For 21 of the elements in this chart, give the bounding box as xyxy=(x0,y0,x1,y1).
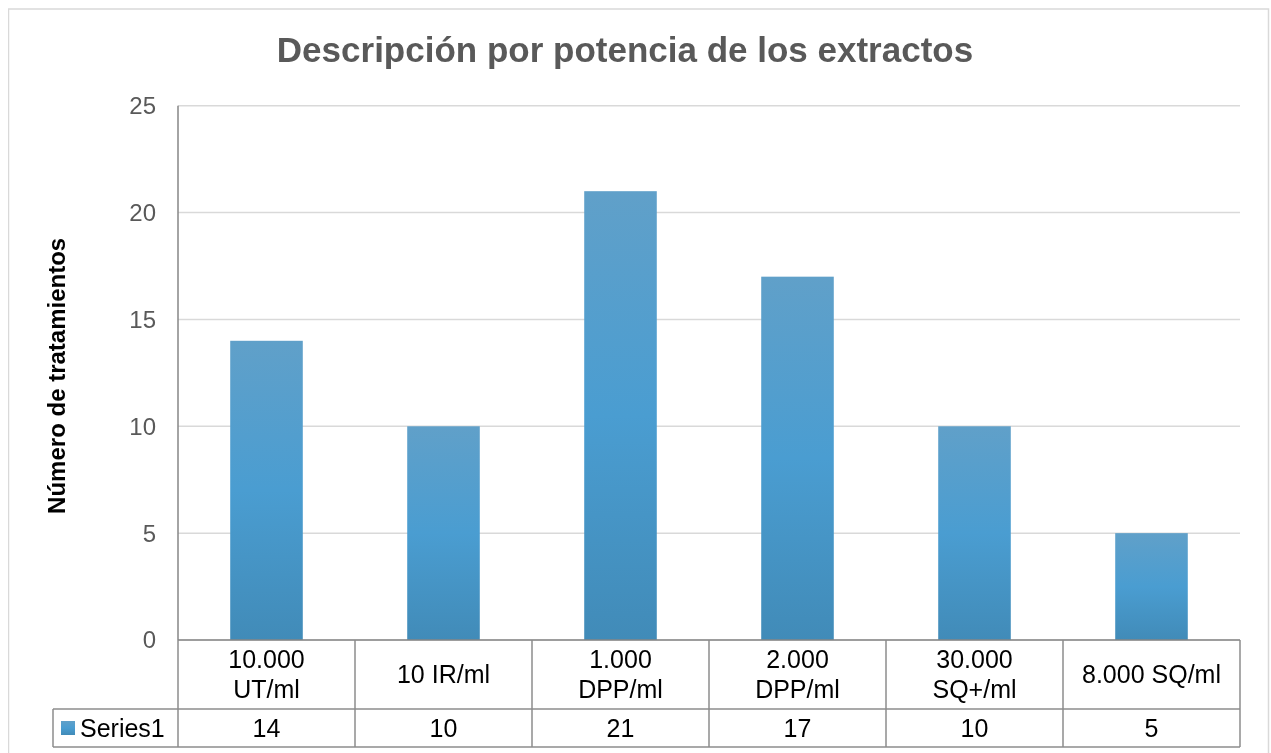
y-tick-label: 5 xyxy=(142,519,156,547)
chart-title: Descripción por potencia de los extractos xyxy=(276,30,974,69)
legend-label: Series1 xyxy=(80,713,165,742)
data-label: 17 xyxy=(783,713,812,742)
data-label: 21 xyxy=(606,713,635,742)
data-label: 14 xyxy=(252,713,281,742)
y-axis-title: Número de tratamientos xyxy=(43,237,70,514)
data-label: 10 xyxy=(960,713,989,742)
x-tick-label: 30.000 SQ+/ml xyxy=(932,645,1017,704)
data-label: 5 xyxy=(1144,713,1159,742)
y-tick-label: 15 xyxy=(129,305,156,333)
y-tick-label: 25 xyxy=(129,92,156,120)
data-label: 10 xyxy=(429,713,458,742)
y-tick-label: 10 xyxy=(129,412,156,440)
y-tick-label: 20 xyxy=(129,198,156,226)
x-tick-label: 10.000 UT/ml xyxy=(228,645,305,704)
x-tick-label: 2.000 DPP/ml xyxy=(755,645,840,704)
x-tick-label: 10 IR/ml xyxy=(396,660,491,689)
x-tick-label: 8.000 SQ/ml xyxy=(1082,660,1221,689)
y-tick-label: 0 xyxy=(142,626,156,654)
x-tick-label: 1.000 DPP/ml xyxy=(578,645,663,704)
